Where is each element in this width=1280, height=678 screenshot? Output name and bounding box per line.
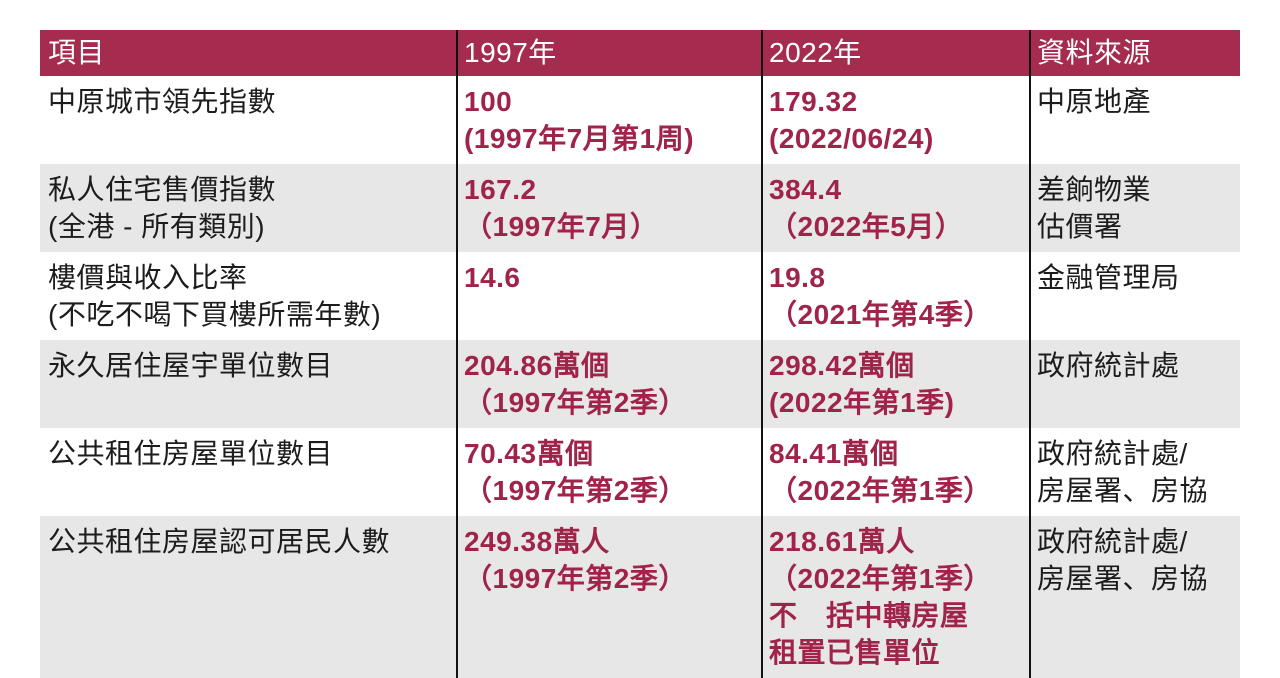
value-1997: 70.43萬個 （1997年第2季） <box>456 428 761 516</box>
header-cell-source: 資料來源 <box>1029 30 1240 76</box>
value-2022: 218.61萬人 （2022年第1季） 不 括中轉房屋 租置已售單位 <box>761 516 1029 678</box>
source-label: 中原地產 <box>1029 76 1240 164</box>
item-label: 私人住宅售價指數 (全港 - 所有類別) <box>48 174 277 242</box>
value-2022: 84.41萬個 （2022年第1季） <box>761 428 1029 516</box>
comparison-table: 項目 1997年 2022年 資料來源 中原城市領先指數 100 (1997年7… <box>40 30 1240 678</box>
table-row-private-housing-price-index: 私人住宅售價指數 (全港 - 所有類別) 167.2 （1997年7月） 384… <box>40 164 1240 252</box>
value-2022: 179.32 (2022/06/24) <box>761 76 1029 164</box>
table-header-row: 項目 1997年 2022年 資料來源 <box>40 30 1240 76</box>
table-row-permanent-housing-units: 永久居住屋宇單位數目 204.86萬個 （1997年第2季） 298.42萬個 … <box>40 340 1240 428</box>
item-label: 中原城市領先指數 <box>48 86 277 117</box>
source-label: 金融管理局 <box>1029 252 1240 340</box>
source-label: 政府統計處 <box>1029 340 1240 428</box>
table-row-public-rental-residents: 公共租住房屋認可居民人數 249.38萬人 （1997年第2季） 218.61萬… <box>40 516 1240 678</box>
source-label: 差餉物業 估價署 <box>1029 164 1240 252</box>
table-row-public-rental-units: 公共租住房屋單位數目 70.43萬個 （1997年第2季） 84.41萬個 （2… <box>40 428 1240 516</box>
value-1997: 14.6 <box>456 252 761 340</box>
item-label: 公共租住房屋單位數目 <box>48 438 334 469</box>
table-row-centa-city-index: 中原城市領先指數 100 (1997年7月第1周) 179.32 (2022/0… <box>40 76 1240 164</box>
value-2022: 19.8 （2021年第4季） <box>761 252 1029 340</box>
value-2022: 384.4 （2022年5月） <box>761 164 1029 252</box>
source-label: 政府統計處/ 房屋署、房協 <box>1029 516 1240 678</box>
table-row-price-to-income-ratio: 樓價與收入比率 (不吃不喝下買樓所需年數) 14.6 19.8 （2021年第4… <box>40 252 1240 340</box>
header-cell-item: 項目 <box>48 37 106 68</box>
value-1997: 167.2 （1997年7月） <box>456 164 761 252</box>
item-label: 公共租住房屋認可居民人數 <box>48 526 391 557</box>
value-1997: 204.86萬個 （1997年第2季） <box>456 340 761 428</box>
value-2022: 298.42萬個 (2022年第1季) <box>761 340 1029 428</box>
header-cell-2022: 2022年 <box>761 30 1029 76</box>
header-cell-1997: 1997年 <box>456 30 761 76</box>
value-1997: 100 (1997年7月第1周) <box>456 76 761 164</box>
source-label: 政府統計處/ 房屋署、房協 <box>1029 428 1240 516</box>
item-label: 永久居住屋宇單位數目 <box>48 350 334 381</box>
item-label: 樓價與收入比率 (不吃不喝下買樓所需年數) <box>48 262 382 330</box>
value-1997: 249.38萬人 （1997年第2季） <box>456 516 761 678</box>
